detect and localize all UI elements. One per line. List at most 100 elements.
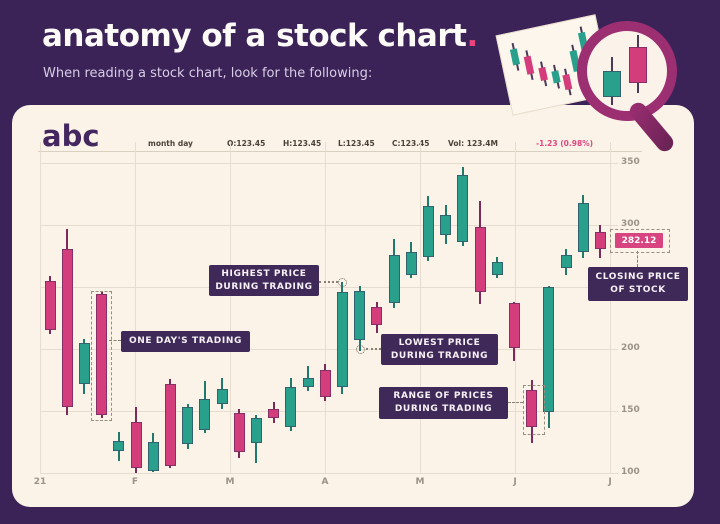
range-highlight-box (523, 385, 545, 435)
info-change: -1.23 (0.98%) (536, 139, 594, 148)
candle-body (577, 202, 589, 253)
candle-body (78, 342, 90, 384)
callout-text: OF STOCK (610, 285, 666, 295)
closing-connector (637, 251, 638, 267)
y-axis-tick-label: 200 (621, 343, 640, 353)
grid-line-horizontal (40, 225, 618, 226)
candle-body (371, 306, 383, 326)
grid-line-horizontal (40, 287, 618, 288)
candle-body (422, 206, 434, 258)
grid-line-horizontal (40, 163, 618, 164)
candle-body (474, 227, 486, 292)
mini-candle-icon (551, 64, 561, 89)
magnifier-icon (577, 21, 677, 121)
info-low: L:123.45 (338, 139, 375, 148)
mini-candle-icon (538, 61, 548, 87)
mini-candle-icon (523, 50, 535, 80)
candle-body (319, 370, 331, 398)
candle-body (199, 398, 211, 430)
candle-body (130, 422, 142, 469)
callout-text: CLOSING PRICE (595, 272, 681, 282)
closing-price-badge: 282.12 (615, 233, 663, 248)
candle-body (268, 408, 280, 419)
range-connector (508, 402, 523, 403)
mini-candle-body (562, 74, 573, 91)
lowest-connector (366, 348, 381, 350)
candle-body (61, 248, 73, 408)
grid-line-vertical (135, 142, 136, 473)
candle-body (285, 387, 297, 428)
lens-up-candle-icon (603, 57, 621, 105)
callout-text: LOWEST PRICE (398, 337, 481, 348)
page-title-text: anatomy of a stock chart (42, 18, 467, 54)
callout-text: DURING TRADING (394, 404, 493, 414)
candle-body (302, 377, 314, 388)
callout-text: HIGHEST PRICE (221, 268, 307, 279)
candle-body (44, 280, 56, 331)
y-axis-tick-label: 100 (621, 467, 640, 477)
callout-text: DURING TRADING (215, 281, 313, 292)
info-date: month day (148, 139, 193, 148)
callout-lowest-price: LOWEST PRICE DURING TRADING (381, 334, 498, 365)
info-bar-divider (38, 151, 642, 152)
info-high: H:123.45 (283, 139, 322, 148)
mini-candle-body (538, 66, 548, 82)
candle-body (560, 254, 572, 269)
candle-body (96, 294, 108, 415)
page-title: anatomy of a stock chart. (42, 18, 478, 54)
candle-body (440, 215, 452, 235)
callout-range-of-prices: RANGE OF PRICES DURING TRADING (379, 387, 508, 419)
candle-body (164, 383, 176, 466)
closing-badge-outline (610, 229, 670, 253)
candle-body (216, 388, 228, 404)
callout-closing-price: CLOSING PRICE OF STOCK (588, 267, 688, 301)
ticker-logo: abc (42, 119, 100, 153)
x-axis-tick-label: 21 (33, 477, 47, 487)
mini-candle-body (551, 70, 561, 84)
grid-line-horizontal (40, 473, 618, 474)
callout-highest-price: HIGHEST PRICE DURING TRADING (209, 265, 319, 296)
candle-body (147, 442, 159, 471)
x-axis-tick-label: A (321, 477, 329, 487)
x-axis-tick-label: F (131, 477, 139, 487)
candle-body (594, 232, 606, 249)
page-subtitle: When reading a stock chart, look for the… (43, 66, 373, 81)
title-period: . (466, 18, 478, 54)
grid-line-vertical (230, 142, 231, 473)
candle-body (336, 291, 348, 388)
y-axis-tick-label: 300 (621, 219, 640, 229)
x-axis-tick-label: J (608, 477, 612, 487)
highest-marker (338, 278, 347, 287)
candle-body (457, 175, 469, 243)
one-day-highlight-box (91, 291, 112, 421)
candle-body (405, 252, 417, 275)
candle-body (491, 262, 503, 275)
highest-connector (319, 281, 338, 283)
candle-body (113, 440, 125, 451)
candle-body (508, 303, 520, 348)
mini-candle-body (523, 55, 535, 75)
candle-body (543, 287, 555, 413)
callout-text: ONE DAY'S TRADING (129, 336, 242, 346)
mini-candle-icon (562, 68, 573, 96)
candle-body (182, 407, 194, 445)
x-axis-tick-label: M (415, 477, 425, 487)
callout-text: RANGE OF PRICES (393, 391, 494, 401)
grid-line-vertical (40, 142, 41, 473)
grid-line-vertical (325, 142, 326, 473)
one-day-connector (109, 340, 121, 341)
candle-body (250, 418, 262, 444)
candle-body (526, 389, 538, 428)
y-axis-tick-label: 350 (621, 157, 640, 167)
callout-one-day-trading: ONE DAY'S TRADING (121, 331, 250, 352)
lowest-marker (356, 345, 365, 354)
callout-text: DURING TRADING (390, 350, 489, 361)
grid-line-horizontal (40, 411, 618, 412)
chart-card (12, 105, 694, 507)
info-open: O:123.45 (227, 139, 266, 148)
mini-candle-body (509, 48, 521, 66)
y-axis-tick-label: 150 (621, 405, 640, 415)
